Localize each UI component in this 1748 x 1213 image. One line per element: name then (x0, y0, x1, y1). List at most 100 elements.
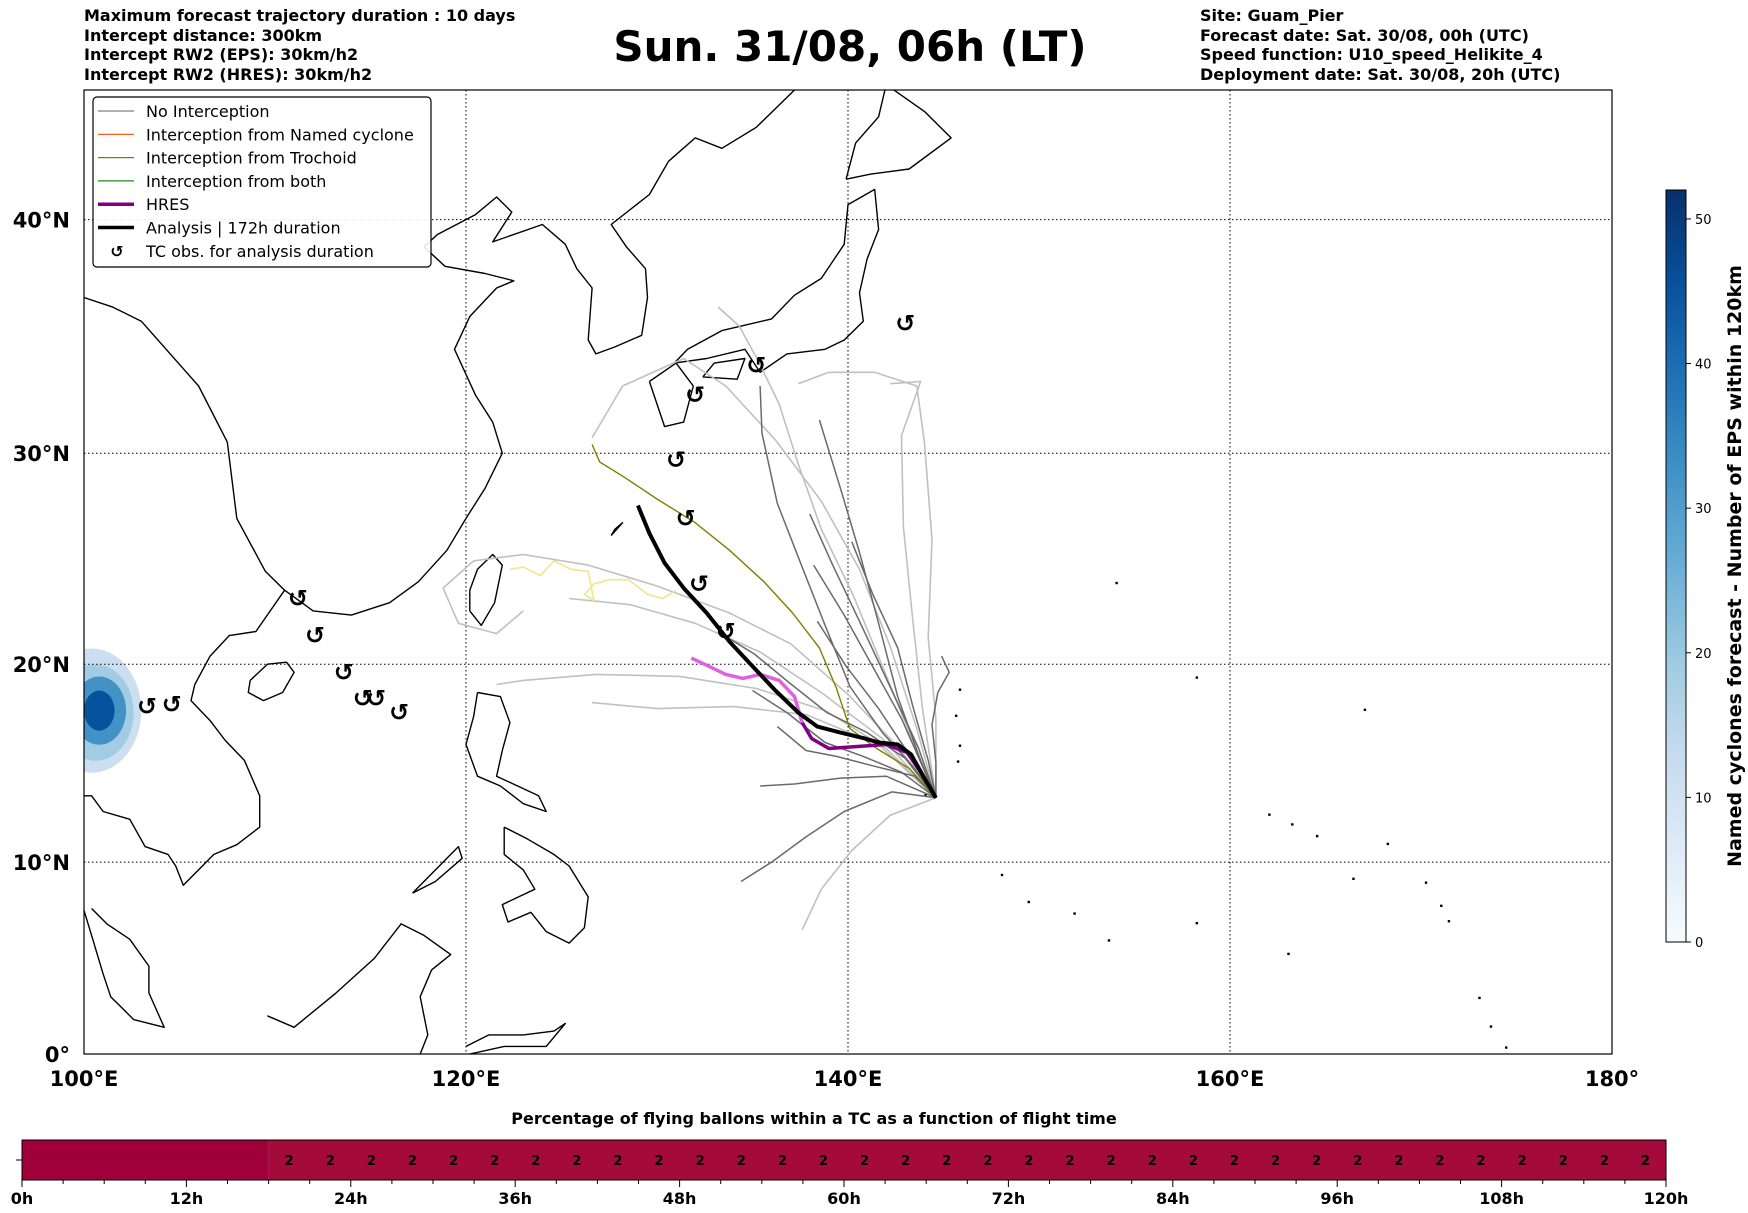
islet (1287, 952, 1290, 956)
timeline-value-label: 2 (572, 1154, 581, 1169)
tc-obs-icon: ↺ (353, 685, 373, 713)
timeline-value-label: 2 (490, 1154, 499, 1169)
islet (1440, 904, 1443, 908)
timeline-value-label: 2 (1024, 1154, 1033, 1169)
tracks-layer (442, 306, 950, 931)
timeline-tick-label: 84h (1156, 1189, 1190, 1208)
timeline-value-label: 2 (613, 1154, 622, 1169)
coastline (247, 661, 295, 702)
tc-obs-icon: ↺ (685, 381, 705, 409)
timeline-title: Percentage of flying ballons within a TC… (511, 1109, 1117, 1128)
timeline-value-label: 2 (1600, 1154, 1609, 1169)
colorbar-tick-label: 50 (1695, 213, 1712, 228)
ensemble-track-light (591, 357, 937, 799)
tc-obs-icon: ↺ (366, 685, 386, 713)
header-right-line: Deployment date: Sat. 30/08, 20h (UTC) (1200, 64, 1561, 84)
header-left-line: Intercept RW2 (HRES): 30km/h2 (84, 64, 373, 84)
islet (1424, 881, 1428, 884)
timeline-value-label: 2 (1148, 1154, 1157, 1169)
timeline-value-label: 2 (942, 1154, 951, 1169)
lon-tick-label: 180° (1585, 1067, 1639, 1091)
timeline-value-label: 2 (819, 1154, 828, 1169)
tc-obs-icon: ↺ (288, 585, 308, 613)
tc-obs-icon: ↺ (305, 622, 325, 650)
tc-obs-icon: ↺ (676, 504, 696, 532)
timeline-value-label: 2 (449, 1154, 458, 1169)
islet (1447, 920, 1451, 923)
ensemble-track-light (496, 673, 937, 799)
tc-obs-icon: ↺ (716, 618, 736, 646)
islet (1489, 1025, 1493, 1028)
timeline-tick-label: 12h (170, 1189, 204, 1208)
tc-obs-icon: ↺ (666, 446, 686, 474)
ensemble-track-dark (931, 655, 950, 798)
analysis-track (636, 504, 938, 799)
colorbar-scale (1665, 189, 1687, 943)
timeline-value-label: 2 (1518, 1154, 1527, 1169)
ensemble-track-yellow (509, 559, 677, 603)
coastline (673, 188, 880, 373)
timeline-value-label: 2 (408, 1154, 417, 1169)
timeline-tick-label: 96h (1320, 1189, 1354, 1208)
legend-label: TC obs. for analysis duration (145, 242, 374, 261)
colorbar-tick-label: 0 (1695, 936, 1703, 951)
header-right-line: Speed function: U10_speed_Helikite_4 (1200, 45, 1543, 64)
ensemble-track-dark (760, 775, 937, 799)
page-title: Sun. 31/08, 06h (LT) (613, 22, 1087, 71)
ensemble-track-light (801, 797, 937, 931)
timeline-tick-label: 60h (827, 1189, 861, 1208)
header-right-line: Forecast date: Sat. 30/08, 00h (UTC) (1200, 25, 1529, 45)
legend-label: HRES (146, 195, 189, 214)
coastline (648, 362, 694, 428)
timeline-value-label: 2 (1312, 1154, 1321, 1169)
islet (956, 760, 960, 763)
tc-obs-icon: ↺ (895, 310, 915, 338)
timeline-value-label: 2 (1559, 1154, 1568, 1169)
map-axes: 100°E 120°E 140°E 160°E 180° 0° 10°N 20°N 30°N 40… (13, 209, 1639, 1091)
ensemble-track-dark (759, 385, 937, 799)
lon-tick-label: 140°E (814, 1067, 883, 1091)
legend-box (92, 96, 432, 268)
coastline (84, 589, 286, 886)
tc-obs-icon: ↺ (389, 699, 409, 727)
timeline-value-label: 2 (737, 1154, 746, 1169)
timeline-value-label: 2 (285, 1154, 294, 1169)
timeline-tick-label: 36h (498, 1189, 532, 1208)
islet (1073, 912, 1076, 915)
lon-tick-label: 100°E (50, 1067, 119, 1091)
timeline-value-label: 2 (1066, 1154, 1075, 1169)
lat-tick-label: 20°N (13, 653, 70, 677)
timeline-value-label: 2 (1107, 1154, 1116, 1169)
ensemble-track-dark (776, 726, 937, 799)
tc-obs-icon: ↺ (137, 693, 157, 721)
timeline-value-label: 2 (860, 1154, 869, 1169)
colorbar-tick-label: 10 (1695, 791, 1712, 806)
timeline-value-label: 2 (983, 1154, 992, 1169)
timeline-value-label: 2 (1271, 1154, 1280, 1169)
timeline-tick-label: 120h (1644, 1189, 1689, 1208)
ensemble-track-light (889, 380, 937, 798)
islet (1115, 581, 1118, 585)
timeline-tick-label: 24h (334, 1189, 368, 1208)
timeline-value-label: 2 (901, 1154, 910, 1169)
islet (1291, 823, 1294, 826)
lon-tick-label: 120°E (432, 1067, 501, 1091)
islet (924, 793, 927, 797)
header-right: Site: Guam_Pier Forecast date: Sat. 30/08… (1200, 6, 1560, 84)
timeline-value-label: 2 (326, 1154, 335, 1169)
colorbar-tick-label: 20 (1695, 647, 1712, 662)
islet (1107, 939, 1111, 942)
ensemble-track-dark (740, 791, 936, 883)
coastline (412, 845, 463, 894)
islet (1363, 708, 1367, 712)
timeline-tick-label: 48h (663, 1189, 697, 1208)
legend-label: Analysis | 172h duration (146, 219, 341, 238)
coastline (501, 826, 589, 944)
islet (958, 688, 962, 691)
legend-label: Interception from Trochoid (146, 149, 357, 168)
map-frame (83, 89, 1613, 1055)
timeline-value-label: 2 (1435, 1154, 1444, 1169)
islet (1195, 676, 1199, 679)
ensemble-track-dark (727, 637, 937, 799)
coastline (84, 908, 165, 1028)
